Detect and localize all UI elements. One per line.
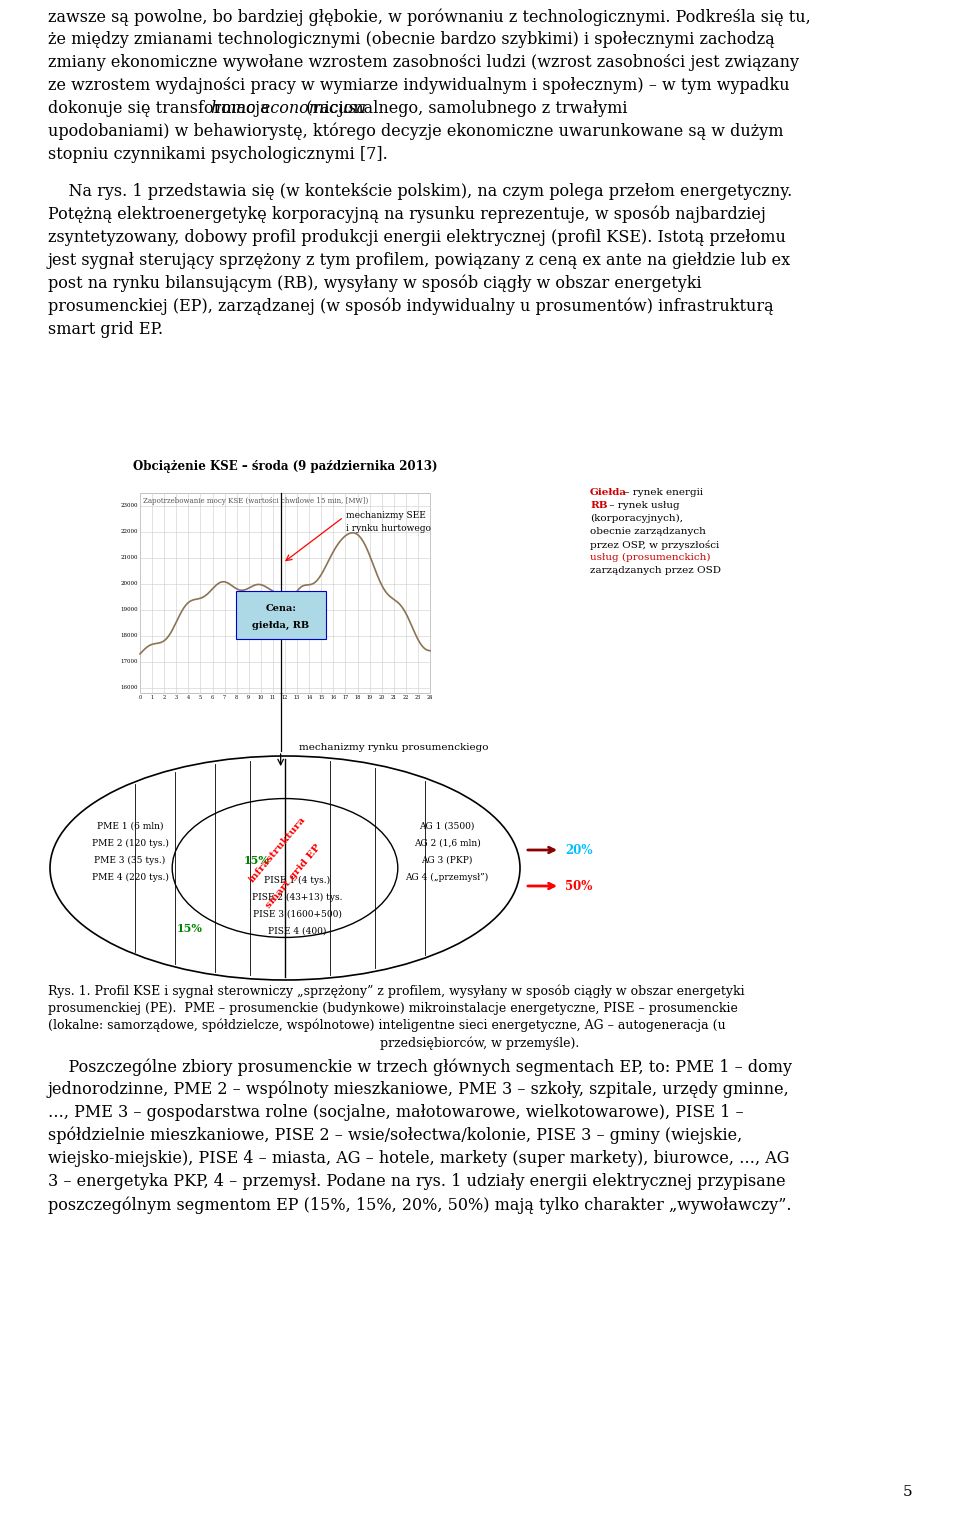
Text: zawsze są powolne, bo bardziej głębokie, w porównaniu z technologicznymi. Podkre: zawsze są powolne, bo bardziej głębokie,… [48, 8, 811, 26]
Text: (korporacyjnych),: (korporacyjnych), [590, 514, 683, 523]
Text: 19000: 19000 [120, 607, 138, 613]
Text: 3: 3 [175, 694, 178, 701]
Text: homo economicusa: homo economicusa [211, 100, 367, 117]
Text: 11: 11 [270, 694, 276, 701]
Text: 13: 13 [294, 694, 300, 701]
Text: PME 2 (120 tys.): PME 2 (120 tys.) [91, 838, 168, 847]
Text: 0: 0 [138, 694, 142, 701]
Text: spółdzielnie mieszkaniowe, PISE 2 – wsie/sołectwa/kolonie, PISE 3 – gminy (wiejs: spółdzielnie mieszkaniowe, PISE 2 – wsie… [48, 1127, 742, 1144]
Text: AG 1 (3500): AG 1 (3500) [420, 822, 474, 831]
Text: PME 1 (6 mln): PME 1 (6 mln) [97, 822, 163, 831]
Text: mechanizmy SEE: mechanizmy SEE [346, 511, 425, 520]
Text: PME 4 (220 tys.): PME 4 (220 tys.) [91, 873, 168, 882]
Text: zmiany ekonomiczne wywołane wzrostem zasobności ludzi (wzrost zasobności jest zw: zmiany ekonomiczne wywołane wzrostem zas… [48, 54, 799, 71]
Text: 18000: 18000 [121, 634, 138, 638]
Text: Rys. 1. Profil KSE i sygnał sterowniczy „sprzężony” z profilem, wysyłany w sposó: Rys. 1. Profil KSE i sygnał sterowniczy … [48, 985, 745, 999]
Text: 7: 7 [223, 694, 227, 701]
Text: prosumenckiej (PE).  PME – prosumenckie (budynkowe) mikroinstalacje energetyczne: prosumenckiej (PE). PME – prosumenckie (… [48, 1002, 738, 1015]
Text: smart grid EP: smart grid EP [264, 843, 323, 909]
Text: post na rynku bilansującym (RB), wysyłany w sposób ciągły w obszar energetyki: post na rynku bilansującym (RB), wysyłan… [48, 275, 702, 292]
Text: 15%: 15% [177, 923, 203, 934]
Text: 23: 23 [415, 694, 421, 701]
Text: – rynek usług: – rynek usług [606, 501, 680, 510]
Text: AG 4 („przemysł”): AG 4 („przemysł”) [405, 873, 489, 882]
Text: ze wzrostem wydajności pracy w wymiarze indywidualnym i społecznym) – w tym wypa: ze wzrostem wydajności pracy w wymiarze … [48, 77, 790, 94]
Text: (racjonalnego, samolubnego z trwałymi: (racjonalnego, samolubnego z trwałymi [300, 100, 628, 117]
Text: przez OSP, w przyszłości: przez OSP, w przyszłości [590, 540, 719, 549]
Text: 15%: 15% [244, 855, 270, 865]
Text: 19: 19 [367, 694, 372, 701]
Text: Cena:: Cena: [265, 604, 296, 613]
Text: 22000: 22000 [121, 530, 138, 534]
Text: Zapotrzebowanie mocy KSE (wartości chwilowe 15 min, [MW]): Zapotrzebowanie mocy KSE (wartości chwil… [143, 496, 369, 505]
Text: (lokalne: samorządowe, spółdzielcze, wspólnotowe) inteligentne sieci energetyczn: (lokalne: samorządowe, spółdzielcze, wsp… [48, 1018, 726, 1032]
Text: przedsiębiorców, w przemyśle).: przedsiębiorców, w przemyśle). [380, 1036, 580, 1050]
Text: Potężną elektroenergetykę korporacyjną na rysunku reprezentuje, w sposób najbard: Potężną elektroenergetykę korporacyjną n… [48, 206, 766, 224]
Text: 17: 17 [343, 694, 348, 701]
Text: PISE 3 (1600+500): PISE 3 (1600+500) [252, 909, 342, 918]
Text: zarządzanych przez OSD: zarządzanych przez OSD [590, 566, 721, 575]
Text: mechanizmy rynku prosumenckiego: mechanizmy rynku prosumenckiego [299, 743, 488, 752]
Text: infrastruktura: infrastruktura [247, 816, 307, 885]
Text: 24: 24 [427, 694, 433, 701]
Text: Poszczególne zbiory prosumenckie w trzech głównych segmentach EP, to: PME 1 – do: Poszczególne zbiory prosumenckie w trzec… [48, 1058, 792, 1076]
Text: jest sygnał sterujący sprzężony z tym profilem, powiązany z ceną ex ante na gieł: jest sygnał sterujący sprzężony z tym pr… [48, 251, 791, 269]
Text: Giełda: Giełda [590, 489, 627, 496]
Text: PISE 4 (400): PISE 4 (400) [268, 926, 326, 935]
Text: 3 – energetyka PKP, 4 – przemysł. Podane na rys. 1 udziały energii elektrycznej : 3 – energetyka PKP, 4 – przemysł. Podane… [48, 1173, 785, 1191]
Text: 8: 8 [235, 694, 238, 701]
Text: 2: 2 [162, 694, 166, 701]
Text: 16000: 16000 [121, 685, 138, 690]
Text: PME 3 (35 tys.): PME 3 (35 tys.) [94, 855, 166, 864]
Text: 14: 14 [306, 694, 312, 701]
Text: 10: 10 [257, 694, 264, 701]
Text: 17000: 17000 [121, 660, 138, 664]
Text: poszczególnym segmentom EP (15%, 15%, 20%, 50%) mają tylko charakter „wywoławczy: poszczególnym segmentom EP (15%, 15%, 20… [48, 1195, 791, 1213]
Text: – rynek energii: – rynek energii [621, 489, 703, 496]
Text: 20000: 20000 [121, 581, 138, 587]
Text: 6: 6 [211, 694, 214, 701]
Text: 15: 15 [318, 694, 324, 701]
Text: …, PME 3 – gospodarstwa rolne (socjalne, małotowarowe, wielkotowarowe), PISE 1 –: …, PME 3 – gospodarstwa rolne (socjalne,… [48, 1104, 744, 1121]
Text: RB: RB [590, 501, 608, 510]
Text: PISE 1 (4 tys.): PISE 1 (4 tys.) [264, 876, 330, 885]
Text: prosumenckiej (EP), zarządzanej (w sposób indywidualny u prosumentów) infrastruk: prosumenckiej (EP), zarządzanej (w sposó… [48, 298, 774, 315]
Text: dokonuje się transformacja: dokonuje się transformacja [48, 100, 275, 117]
Text: jednorodzinne, PME 2 – wspólnoty mieszkaniowe, PME 3 – szkoły, szpitale, urzędy : jednorodzinne, PME 2 – wspólnoty mieszka… [48, 1080, 790, 1098]
Text: AG 2 (1,6 mln): AG 2 (1,6 mln) [414, 838, 480, 847]
Text: 50%: 50% [565, 879, 592, 893]
Text: obecnie zarządzanych: obecnie zarządzanych [590, 527, 706, 536]
Text: że między zmianami technologicznymi (obecnie bardzo szybkimi) i społecznymi zach: że między zmianami technologicznymi (obe… [48, 30, 775, 48]
Text: AG 3 (PKP): AG 3 (PKP) [421, 855, 472, 864]
Text: 20: 20 [378, 694, 385, 701]
Text: Na rys. 1 przedstawia się (w kontekście polskim), na czym polega przełom energet: Na rys. 1 przedstawia się (w kontekście … [48, 183, 792, 200]
Text: i rynku hurtowego: i rynku hurtowego [346, 523, 431, 533]
Text: 21: 21 [391, 694, 396, 701]
Text: 21000: 21000 [121, 555, 138, 560]
Text: 5: 5 [902, 1484, 912, 1499]
Text: 1: 1 [151, 694, 154, 701]
Text: giełda, RB: giełda, RB [252, 620, 309, 629]
Text: 23000: 23000 [121, 504, 138, 508]
FancyBboxPatch shape [235, 592, 325, 638]
Text: stopniu czynnikami psychologicznymi [7].: stopniu czynnikami psychologicznymi [7]. [48, 145, 388, 163]
Bar [140, 493, 430, 693]
Text: 5: 5 [199, 694, 202, 701]
Text: 18: 18 [354, 694, 361, 701]
Text: zsyntetyzowany, dobowy profil produkcji energii elektrycznej (profil KSE). Istot: zsyntetyzowany, dobowy profil produkcji … [48, 228, 786, 245]
Text: Obciążenie KSE – środa (9 października 2013): Obciążenie KSE – środa (9 października 2… [132, 460, 437, 474]
Text: upodobaniami) w behawiorystę, którego decyzje ekonomiczne uwarunkowane są w duży: upodobaniami) w behawiorystę, którego de… [48, 123, 783, 141]
Text: 4: 4 [187, 694, 190, 701]
Text: 20%: 20% [565, 844, 592, 856]
Text: 12: 12 [282, 694, 288, 701]
Text: 16: 16 [330, 694, 336, 701]
Text: wiejsko-miejskie), PISE 4 – miasta, AG – hotele, markety (super markety), biurow: wiejsko-miejskie), PISE 4 – miasta, AG –… [48, 1150, 789, 1167]
Text: 9: 9 [247, 694, 251, 701]
Text: usług (prosumenckich): usług (prosumenckich) [590, 552, 710, 563]
Text: 22: 22 [402, 694, 409, 701]
Text: smart grid EP.: smart grid EP. [48, 321, 163, 337]
Text: PISE 2 (43+13) tys.: PISE 2 (43+13) tys. [252, 893, 343, 902]
